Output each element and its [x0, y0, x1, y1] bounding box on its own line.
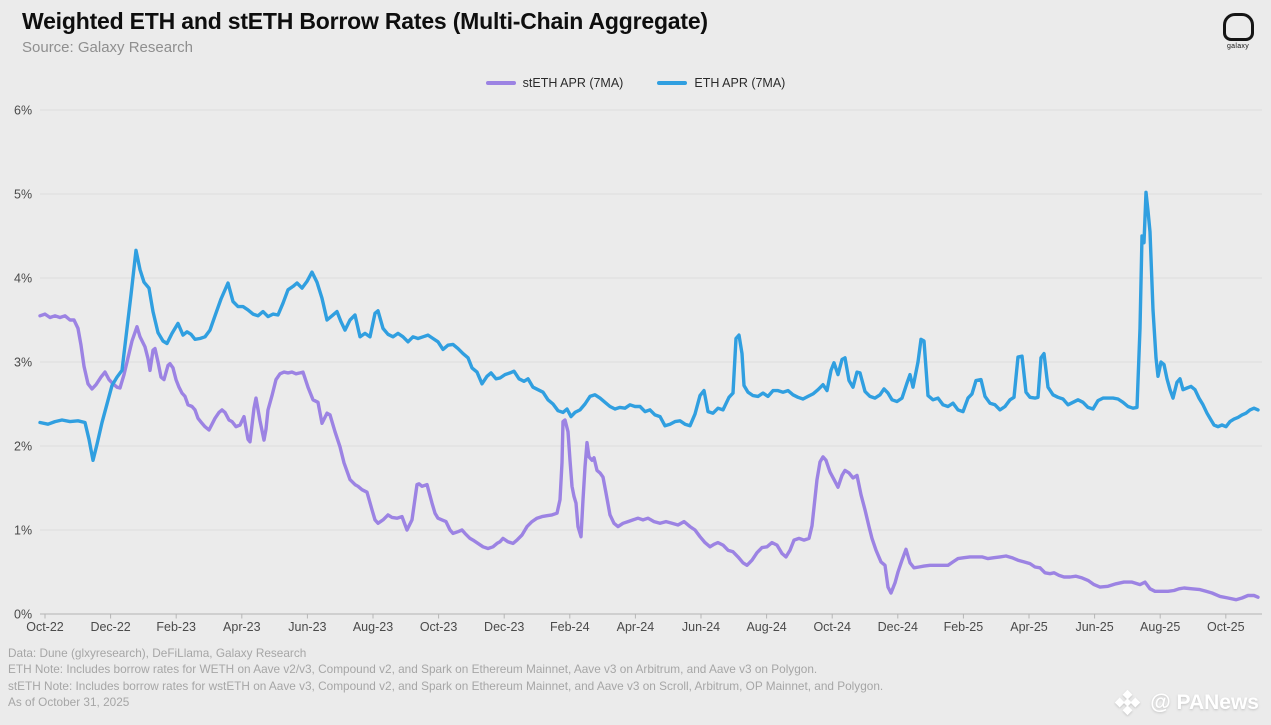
- y-tick-label: 6%: [14, 104, 32, 118]
- x-tick-label: Aug-24: [746, 620, 786, 634]
- y-tick-label: 2%: [14, 440, 32, 454]
- x-tick-label: Apr-25: [1010, 620, 1048, 634]
- y-tick-label: 3%: [14, 356, 32, 370]
- panews-diamond-icon: [1114, 689, 1141, 716]
- y-tick-label: 4%: [14, 272, 32, 286]
- x-tick-label: Jun-25: [1075, 620, 1113, 634]
- footnote-data-sources: Data: Dune (glxyresearch), DeFiLlama, Ga…: [8, 646, 307, 660]
- x-tick-label: Feb-24: [550, 620, 590, 634]
- x-tick-label: Dec-24: [878, 620, 918, 634]
- x-tick-label: Aug-25: [1140, 620, 1180, 634]
- galaxy-helmet-icon: [1222, 13, 1254, 41]
- panews-watermark-text: @ PANews: [1150, 690, 1259, 714]
- x-tick-label: Oct-25: [1207, 620, 1245, 634]
- eth-line-swatch-icon: [657, 80, 688, 86]
- x-tick-label: Oct-23: [420, 620, 458, 634]
- footnote-eth-note: ETH Note: Includes borrow rates for WETH…: [8, 662, 818, 677]
- x-tick-label: Dec-22: [90, 620, 130, 634]
- y-tick-label: 0%: [14, 608, 32, 622]
- galaxy-logo-label: galaxy: [1226, 43, 1250, 50]
- legend-label-eth: ETH APR (7MA): [694, 76, 786, 90]
- steth-apr-line: [38, 312, 1260, 602]
- x-tick-label: Oct-22: [26, 620, 64, 634]
- footnote-steth-note: stETH Note: Includes borrow rates for ws…: [8, 678, 884, 693]
- panews-watermark: @ PANews: [1114, 689, 1259, 716]
- x-tick-label: Apr-23: [223, 620, 261, 634]
- x-tick-label: Jun-24: [682, 620, 720, 634]
- x-tick-label: Feb-23: [156, 620, 196, 634]
- legend-label-steth: stETH APR (7MA): [522, 76, 624, 90]
- x-tick-label: Dec-23: [484, 620, 524, 634]
- chart-legend: stETH APR (7MA) ETH APR (7MA): [0, 76, 1271, 90]
- page-title: Weighted ETH and stETH Borrow Rates (Mul…: [22, 8, 708, 34]
- x-tick-label: Apr-24: [617, 620, 655, 634]
- legend-item-eth: ETH APR (7MA): [657, 76, 785, 90]
- galaxy-logo: galaxy: [1216, 13, 1260, 50]
- x-tick-label: Jun-23: [288, 620, 326, 634]
- footnote-as-of-date: As of October 31, 2025: [8, 695, 130, 710]
- eth-apr-line: [38, 190, 1260, 462]
- steth-line-swatch-icon: [485, 80, 516, 86]
- x-tick-label: Aug-23: [353, 620, 393, 634]
- page-source: Source: Galaxy Research: [22, 39, 193, 56]
- y-tick-label: 1%: [14, 524, 32, 538]
- footnotes: Data: Dune (glxyresearch), DeFiLlama, Ga…: [8, 645, 883, 711]
- x-tick-label: Feb-25: [944, 620, 984, 634]
- y-tick-label: 5%: [14, 188, 32, 202]
- x-tick-label: Oct-24: [813, 620, 851, 634]
- legend-item-steth: stETH APR (7MA): [485, 76, 624, 90]
